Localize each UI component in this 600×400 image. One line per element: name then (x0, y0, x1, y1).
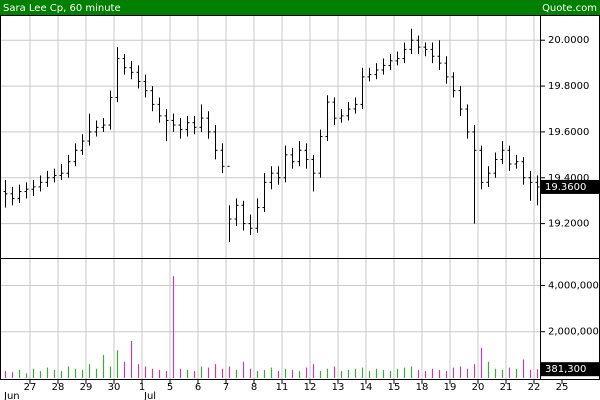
x-tick-label: 13 (332, 382, 345, 393)
x-tick-label: 27 (24, 382, 37, 393)
y-tick-label: 20.0000 (548, 35, 589, 46)
y-tick-label: 19.2000 (548, 219, 589, 230)
y-tick-label: 19.4000 (548, 173, 589, 184)
x-tick-label: 29 (80, 382, 93, 393)
x-tick-label: 22 (528, 382, 541, 393)
header-bar (0, 0, 600, 15)
last-price-label: 19.3600 (545, 182, 586, 193)
last-volume-box (541, 362, 599, 377)
x-tick-label: 5 (167, 382, 173, 393)
price-panel-border (0, 15, 600, 259)
x-tick-label: 21 (500, 382, 513, 393)
x-tick-label: 11 (276, 382, 289, 393)
x-tick-label: 28 (52, 382, 65, 393)
x-tick-label: 1 (139, 382, 145, 393)
source-label: Quote.com (542, 3, 597, 14)
marks (3, 28, 540, 378)
x-tick-label: 25 (556, 382, 569, 393)
x-tick-label: 7 (223, 382, 229, 393)
x-tick-label: 30 (108, 382, 121, 393)
last-volume-label: 381,300 (545, 364, 586, 375)
x-tick-label: 14 (360, 382, 373, 393)
month-label: Jul (143, 391, 156, 400)
x-tick-label: 6 (195, 382, 201, 393)
x-tick-label: 18 (416, 382, 429, 393)
x-tick-label: 12 (304, 382, 317, 393)
x-tick-label: 8 (251, 382, 257, 393)
x-tick-label: 19 (444, 382, 457, 393)
grid (0, 15, 540, 380)
y-tick-label: 4,000,000 (548, 280, 599, 291)
chart-title: Sara Lee Cp, 60 minute (3, 3, 121, 14)
x-tick-label: 15 (388, 382, 401, 393)
month-label: Jun (3, 391, 20, 400)
x-tick-label: 20 (472, 382, 485, 393)
y-tick-label: 19.8000 (548, 81, 589, 92)
y-tick-label: 2,000,000 (548, 327, 599, 338)
y-tick-label: 19.6000 (548, 127, 589, 138)
last-price-box (541, 179, 599, 194)
volume-panel-border (0, 258, 600, 380)
